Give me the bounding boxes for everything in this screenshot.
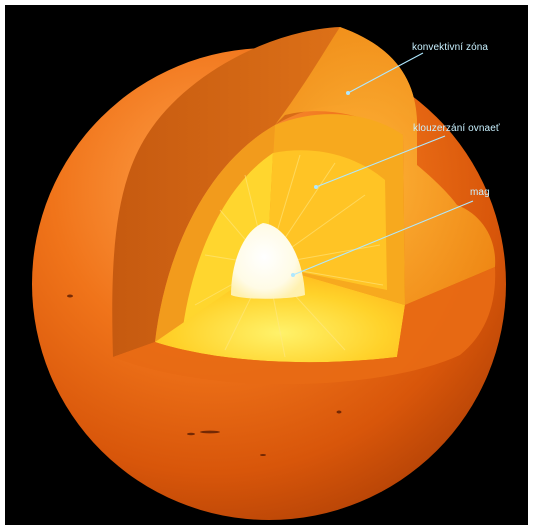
radiative-zone-bottom [155, 265, 405, 363]
cutaway-edge [112, 27, 417, 357]
pointer-core-line [292, 200, 474, 276]
radiative-zone-right [267, 150, 387, 290]
core-label: mag [470, 187, 490, 198]
radiative-zone-label: klouzerzání ovnaeť [413, 123, 500, 134]
lower-shell-rim [113, 267, 496, 385]
pointer-convective-line [347, 52, 424, 94]
sunspots [67, 294, 342, 456]
convective-zone [275, 27, 496, 305]
arrow-pointer-icon [291, 91, 350, 277]
pointer-lines [292, 52, 474, 276]
core [231, 223, 305, 299]
sun-diagram: konvektivní zóna klouzerzání ovnaeť mag [5, 5, 528, 525]
sun-cutaway-illustration [32, 27, 506, 520]
pointer-radiative-line [315, 135, 446, 188]
convective-zone-label: konvektivní zóna [412, 42, 489, 53]
